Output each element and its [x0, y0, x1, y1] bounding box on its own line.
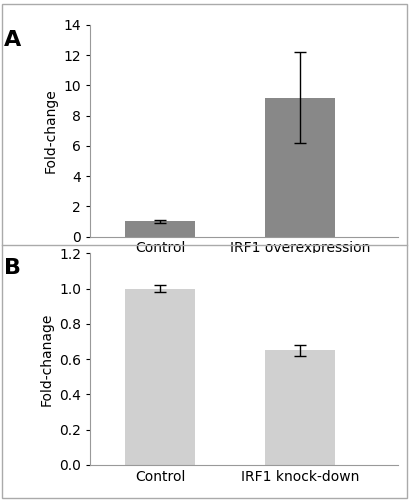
Y-axis label: Fold-chanage: Fold-chanage [40, 312, 54, 406]
Bar [264, 98, 334, 236]
Bar [264, 350, 334, 465]
Bar [125, 288, 195, 465]
Text: B: B [4, 258, 21, 278]
Bar [125, 222, 195, 236]
Y-axis label: Fold-change: Fold-change [44, 88, 58, 173]
Text: A: A [4, 30, 21, 50]
